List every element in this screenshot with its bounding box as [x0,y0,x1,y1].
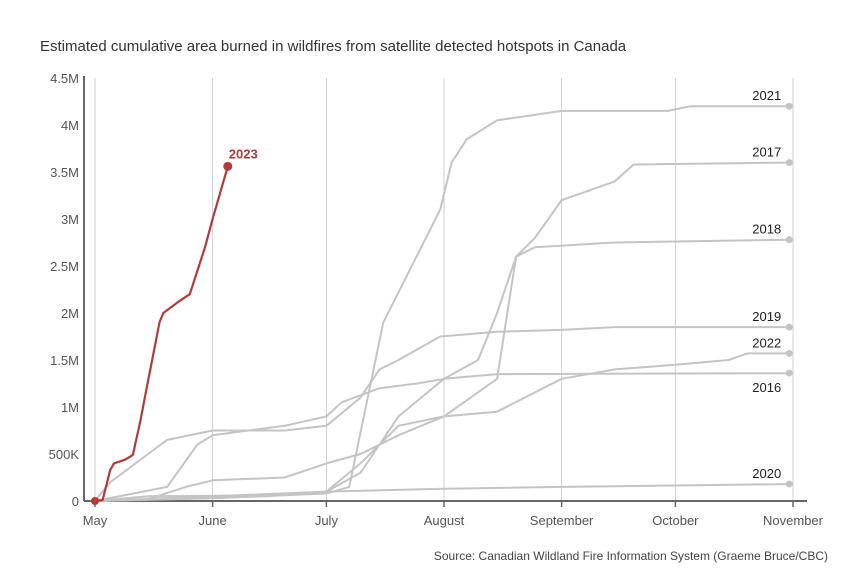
series-end-dot-2016 [785,369,793,377]
series-label-2021: 2021 [752,88,781,103]
y-tick-label: 500K [49,447,80,462]
series-label-2017: 2017 [752,145,781,160]
series-label-2023: 2023 [229,146,258,161]
y-tick-label: 3.5M [50,165,79,180]
series-end-dot-2021 [785,102,793,110]
series-line-2022 [94,352,790,502]
x-tick-label: July [315,513,339,528]
series-label-2019: 2019 [752,309,781,324]
series-end-dot-2022 [785,349,793,357]
series-end-dot-2018 [785,236,793,244]
y-tick-label: 4M [61,118,79,133]
chart-title: Estimated cumulative area burned in wild… [40,38,627,55]
series-line-2017 [94,161,790,502]
x-tick-label: November [763,513,824,528]
x-tick-label: October [652,513,699,528]
series-end-dot-2020 [785,480,793,488]
series-end-dot-2023 [223,161,233,171]
series-line-2019 [94,326,790,502]
y-tick-label: 1M [61,400,79,415]
series-label-2016: 2016 [752,380,781,395]
source-note: Source: Canadian Wildland Fire Informati… [433,549,828,563]
series-end-dot-2017 [785,159,793,167]
series-label-2018: 2018 [752,222,781,237]
y-tick-label: 4.5M [50,71,79,86]
y-tick-label: 2.5M [50,259,79,274]
series-label-2020: 2020 [752,466,781,481]
series-line-2016 [94,372,790,502]
x-tick-label: September [530,513,594,528]
y-tick-label: 0 [72,494,79,509]
x-tick-label: May [83,513,108,528]
y-tick-label: 2M [61,306,79,321]
series-line-2021 [94,105,790,502]
x-tick-label: June [198,513,226,528]
series-line-2023 [94,166,229,503]
series-line-2020 [94,483,790,502]
series-label-2022: 2022 [752,335,781,350]
y-tick-label: 3M [61,212,79,227]
series-line-2018 [94,238,790,502]
series-start-dot-2023 [91,497,99,505]
y-tick-label: 1.5M [50,353,79,368]
x-tick-label: August [424,513,465,528]
series-end-dot-2019 [785,323,793,331]
